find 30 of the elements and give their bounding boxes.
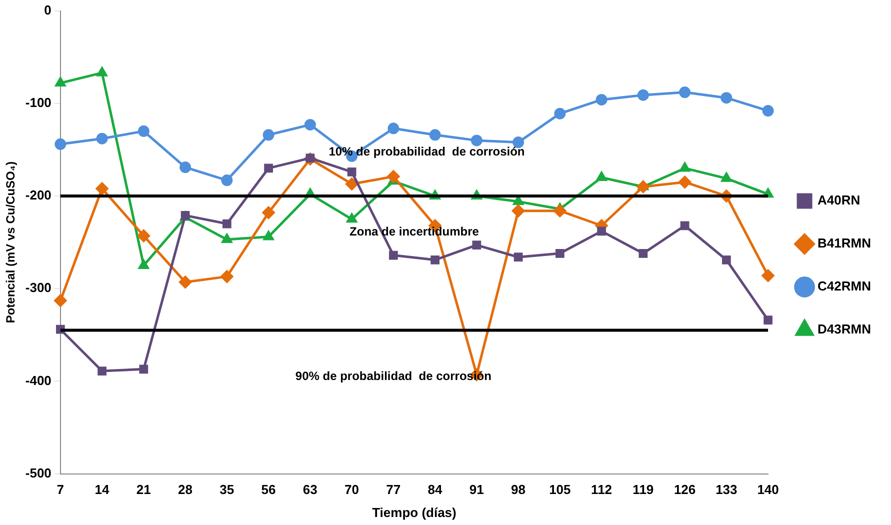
x-tick-label: 126 <box>674 482 696 498</box>
legend-label: B41RMN <box>818 236 872 251</box>
x-tick-label: 63 <box>302 482 318 498</box>
x-tick-label: 14 <box>94 482 110 498</box>
y-tick-label: -300 <box>25 280 52 296</box>
y-tick-label: -500 <box>25 465 52 480</box>
legend-label: C42RMN <box>818 278 872 294</box>
y-tick-label: -400 <box>25 372 52 388</box>
x-tick-label: 21 <box>136 482 151 498</box>
legend-label: D43RMN <box>818 322 872 337</box>
x-tick-label: 112 <box>591 482 612 498</box>
x-tick-label: 105 <box>549 482 571 498</box>
x-tick-label: 119 <box>632 482 654 498</box>
x-tick-label: 35 <box>220 482 234 498</box>
x-tick-label: 7 <box>56 482 64 498</box>
y-tick-label: 0 <box>44 2 52 18</box>
y-axis-title: Potencial (mV vs Cu/CuSO₄) <box>4 161 18 324</box>
x-axis-title: Tiempo (días) <box>372 504 456 520</box>
x-tick-label: 133 <box>716 482 738 498</box>
x-tick-label: 28 <box>178 482 193 498</box>
y-tick-label: -100 <box>25 94 52 110</box>
x-tick-label: 91 <box>469 482 484 498</box>
x-tick-label: 140 <box>757 482 779 498</box>
x-tick-label: 84 <box>428 482 444 498</box>
x-tick-label: 70 <box>344 482 360 498</box>
y-tick-label: -200 <box>25 188 52 203</box>
x-tick-label: 77 <box>386 482 401 498</box>
x-tick-label: 56 <box>261 482 276 498</box>
x-tick-label: 98 <box>511 482 526 498</box>
legend-label: A40RN <box>818 192 860 208</box>
